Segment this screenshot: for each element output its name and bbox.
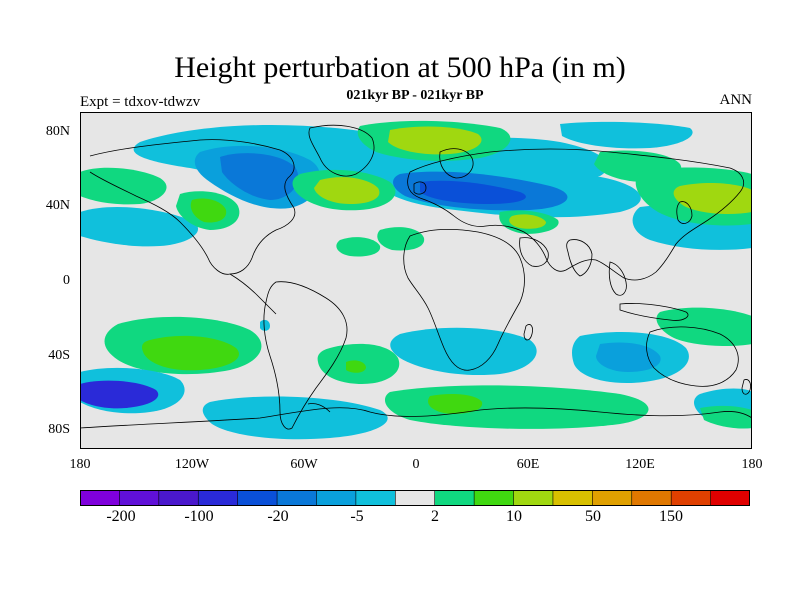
colorbar-swatch xyxy=(434,490,475,506)
colorbar-swatch xyxy=(158,490,199,506)
contour-pos-10-region xyxy=(428,394,483,414)
contour-pos-2-region xyxy=(80,167,167,205)
scandinavia-coastline xyxy=(439,148,474,179)
lon-tick-60e: 60E xyxy=(516,457,540,472)
experiment-label: Expt = tdxov-tdwzv xyxy=(80,94,201,110)
contour-pos-2-region xyxy=(377,227,425,251)
contour-neg-50-region xyxy=(420,180,526,204)
coastlines xyxy=(80,124,752,430)
contour-fill-layer xyxy=(80,120,752,440)
contour-neg-20-region xyxy=(220,153,299,200)
colorbar-swatch xyxy=(80,490,120,506)
map-frame xyxy=(80,112,752,449)
colorbar-frame xyxy=(80,490,750,506)
lat-tick-40s: 40S xyxy=(48,348,70,363)
colorbar-label: -5 xyxy=(350,508,364,525)
colorbar-label: 150 xyxy=(659,508,683,525)
lat-tick-80n: 80N xyxy=(45,124,70,139)
lat-tick-80s: 80S xyxy=(48,422,70,437)
new-zealand-coastline xyxy=(741,379,751,395)
contour-neg-20-region xyxy=(596,342,661,372)
colorbar-swatch xyxy=(474,490,515,506)
contour-pos-10-region xyxy=(346,360,366,373)
madagascar-coastline xyxy=(523,324,533,341)
colorbar-swatch xyxy=(552,490,593,506)
colorbar xyxy=(80,490,750,506)
colorbar-cells xyxy=(80,490,750,506)
lat-tick-40n: 40N xyxy=(45,198,70,213)
contour-pos-10-region xyxy=(190,198,227,223)
season-label: ANN xyxy=(719,92,753,108)
colorbar-swatch xyxy=(355,490,396,506)
world-map xyxy=(80,112,752,449)
colorbar-label: -200 xyxy=(106,508,136,525)
greenland-coastline xyxy=(308,124,375,177)
lat-tick-0: 0 xyxy=(63,273,70,288)
colorbar-label: 50 xyxy=(585,508,601,525)
colorbar-swatch xyxy=(395,490,436,506)
lon-tick-120w: 120W xyxy=(174,457,210,472)
arabia-coastline xyxy=(519,237,549,267)
contour-pos-10-region xyxy=(314,177,380,204)
colorbar-label: 10 xyxy=(506,508,522,525)
australia-coastline xyxy=(646,326,739,387)
colorbar-label: 2 xyxy=(431,508,439,525)
central-america-coastline xyxy=(229,273,277,315)
colorbar-swatch xyxy=(592,490,633,506)
map-title: Height perturbation at 500 hPa (in m) xyxy=(174,51,626,84)
north-america-coastline xyxy=(89,139,296,275)
southeast-asia-coastline xyxy=(608,261,627,296)
south-america-coastline xyxy=(263,281,348,430)
indonesia-coastline xyxy=(619,303,689,321)
colorbar-label: -20 xyxy=(267,508,289,525)
india-coastline xyxy=(566,239,593,277)
contour-neg-5-region xyxy=(202,396,388,440)
lon-tick-180e: 180 xyxy=(741,457,763,472)
contour-pos-10-region xyxy=(142,335,239,371)
africa-coastline xyxy=(403,228,525,371)
colorbar-swatch xyxy=(237,490,278,506)
contour-pos-10-region xyxy=(673,183,752,214)
british-isles-coastline xyxy=(413,181,427,195)
contour-pos-2-region xyxy=(336,237,381,257)
lon-tick-180w: 180 xyxy=(69,457,91,472)
contour-neg-5-region xyxy=(260,319,270,331)
colorbar-swatch xyxy=(316,490,357,506)
colorbar-label: -100 xyxy=(184,508,214,525)
contour-pos-2-region xyxy=(656,307,752,346)
colorbar-swatch xyxy=(671,490,712,506)
lon-tick-60w: 60W xyxy=(290,457,318,472)
japan-coastline xyxy=(676,201,693,224)
contour-pos-2-region xyxy=(700,405,752,429)
antarctic-peninsula-coastline xyxy=(307,403,331,413)
map-subtitle: 021kyr BP - 021kyr BP xyxy=(346,88,484,103)
colorbar-swatch xyxy=(513,490,554,506)
contour-pos-2-region xyxy=(560,121,693,149)
colorbar-swatch xyxy=(119,490,160,506)
colorbar-swatch xyxy=(198,490,239,506)
contour-pos-10-region xyxy=(509,214,546,229)
contour-neg-20-region xyxy=(80,380,159,409)
colorbar-swatch xyxy=(277,490,317,506)
colorbar-swatch xyxy=(631,490,672,506)
contour-pos-10-region xyxy=(388,126,482,155)
antarctica-coastline xyxy=(80,407,752,429)
lon-tick-120e: 120E xyxy=(625,457,655,472)
contour-neg-5-region xyxy=(80,206,199,247)
eurasia-coastline xyxy=(407,148,744,281)
colorbar-swatch xyxy=(710,490,750,506)
lon-tick-0: 0 xyxy=(412,457,420,472)
